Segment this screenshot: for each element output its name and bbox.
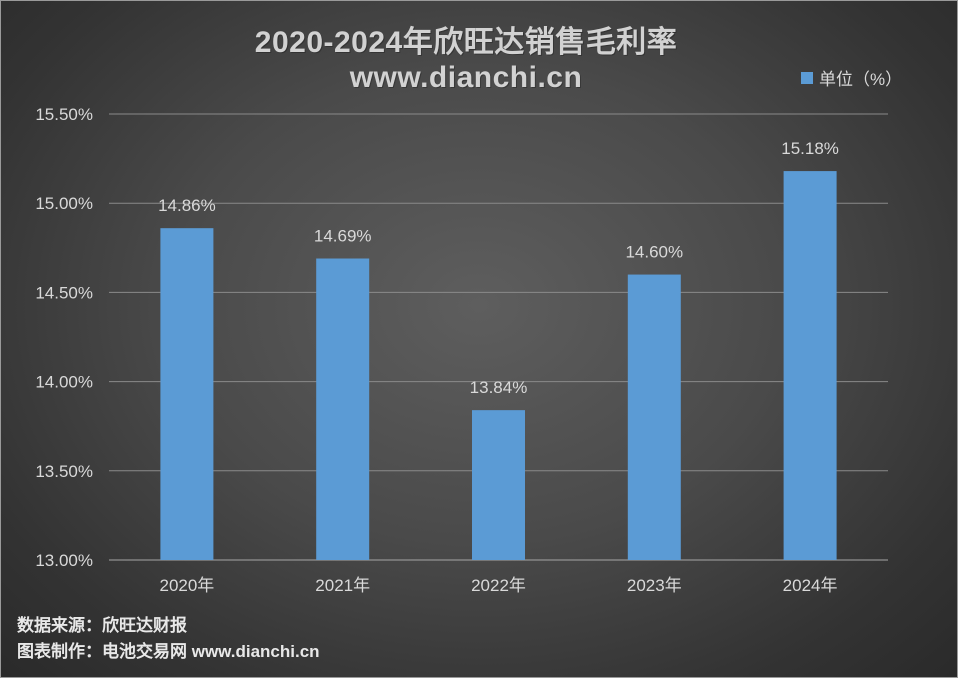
data-label: 14.86% bbox=[158, 196, 216, 215]
source-notes: 数据来源：欣旺达财报 图表制作：电池交易网 www.dianchi.cn bbox=[17, 613, 320, 665]
y-tick-label: 15.00% bbox=[35, 194, 93, 213]
chart-maker-text: 图表制作：电池交易网 www.dianchi.cn bbox=[17, 642, 320, 661]
bar bbox=[627, 274, 681, 560]
bar bbox=[783, 171, 837, 560]
legend-label: 单位（%） bbox=[819, 70, 903, 89]
chart-subtitle-url: www.dianchi.cn bbox=[349, 61, 583, 94]
bar bbox=[160, 228, 214, 560]
legend-swatch bbox=[801, 71, 813, 84]
x-tick-label: 2021年 bbox=[315, 576, 370, 595]
bar bbox=[316, 258, 370, 560]
y-tick-label: 14.00% bbox=[35, 373, 93, 392]
y-tick-label: 14.50% bbox=[35, 283, 93, 302]
x-tick-label: 2020年 bbox=[159, 576, 214, 595]
data-label: 15.18% bbox=[781, 139, 839, 158]
y-tick-label: 13.00% bbox=[35, 551, 93, 570]
y-tick-label: 13.50% bbox=[35, 462, 93, 481]
data-label: 13.84% bbox=[470, 378, 528, 397]
x-tick-label: 2024年 bbox=[783, 576, 838, 595]
data-label: 14.69% bbox=[314, 227, 372, 246]
x-tick-label: 2022年 bbox=[471, 576, 526, 595]
y-tick-label: 15.50% bbox=[35, 105, 93, 124]
data-label: 14.60% bbox=[625, 243, 683, 262]
bar bbox=[472, 410, 525, 560]
legend: 单位（%） bbox=[801, 65, 902, 90]
chart-title: 2020-2024年欣旺达销售毛利率 bbox=[254, 26, 678, 59]
x-tick-label: 2023年 bbox=[627, 576, 682, 595]
data-source-text: 数据来源：欣旺达财报 bbox=[17, 616, 187, 635]
